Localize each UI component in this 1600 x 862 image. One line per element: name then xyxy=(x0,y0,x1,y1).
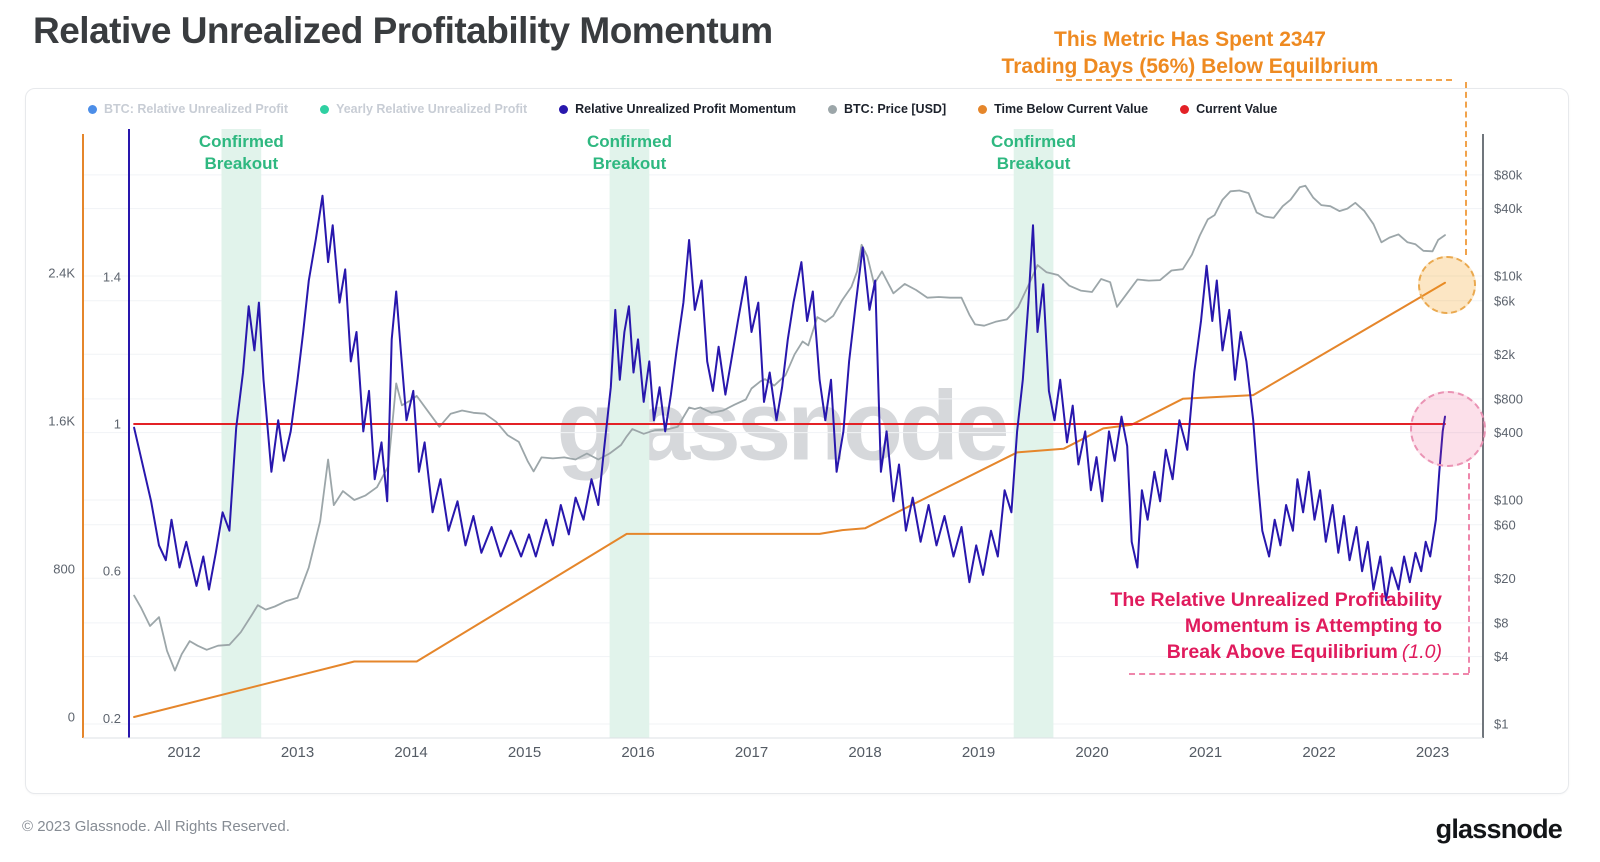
y-tick-price: $1 xyxy=(1494,717,1508,732)
series-line xyxy=(133,194,1446,602)
pink-highlight-circle xyxy=(1410,391,1486,467)
y-tick-price: $40k xyxy=(1494,201,1523,216)
annotation-bottom-right-line3: Break Above Equilibrium (1.0) xyxy=(1166,641,1442,663)
y-tick-price: $8 xyxy=(1494,615,1508,630)
y-tick-price: $60 xyxy=(1494,517,1516,532)
glassnode-logo: glassnode xyxy=(1435,814,1563,844)
legend-item[interactable]: Time Below Current Value xyxy=(978,102,1148,116)
y-tick-price: $4 xyxy=(1494,649,1508,664)
y-tick-price: $400 xyxy=(1494,425,1523,440)
plot-area[interactable]: 0 800 1.6K 2.4K 0.2 0.6 1 1.4 $1 $4 $8 $20 $60 $100 $4… xyxy=(26,89,1568,793)
legend-dot-icon xyxy=(559,104,569,114)
legend-dot-icon xyxy=(320,104,330,114)
x-tick-year: 2017 xyxy=(735,744,768,761)
confirmed-breakout-label: Confirmed Breakout xyxy=(198,132,284,173)
y-tick-momentum: 0.2 xyxy=(103,711,121,726)
legend-label: BTC: Relative Unrealized Profit xyxy=(104,102,289,116)
x-tick-year: 2016 xyxy=(621,744,654,761)
y-tick-price: $80k xyxy=(1494,167,1523,182)
y-tick-price: $10k xyxy=(1494,269,1523,284)
orange-highlight-circle xyxy=(1418,256,1476,314)
y-tick-price: $100 xyxy=(1494,493,1523,508)
x-tick-year: 2020 xyxy=(1075,744,1108,761)
legend-label: BTC: Price [USD] xyxy=(844,102,947,116)
legend-item[interactable]: Relative Unrealized Profit Momentum xyxy=(559,102,796,116)
y-tick-momentum: 1.4 xyxy=(103,269,121,284)
legend-item[interactable]: Current Value xyxy=(1180,102,1277,116)
x-tick-year: 2015 xyxy=(508,744,541,761)
annotation-top-right: This Metric Has Spent 2347 Trading Days … xyxy=(930,26,1450,80)
y-tick-days: 2.4K xyxy=(48,266,75,281)
orange-dashed-underline xyxy=(1056,79,1452,81)
x-tick-year: 2021 xyxy=(1189,744,1222,761)
chart-card: BTC: Relative Unrealized Profit Yearly Re… xyxy=(25,88,1569,794)
y-tick-days: 1.6K xyxy=(48,414,75,429)
y-tick-momentum: 1 xyxy=(114,417,121,432)
legend-dot-icon xyxy=(88,104,97,114)
legend-dot-icon xyxy=(828,104,838,114)
page-title: Relative Unrealized Profitability Moment… xyxy=(33,10,773,51)
annotation-bottom-right-line2: Momentum is Attempting to xyxy=(1184,615,1442,637)
legend-dot-icon xyxy=(1180,104,1190,114)
y-tick-days: 0 xyxy=(68,710,75,725)
confirmed-breakout-label: Confirmed Breakout xyxy=(991,132,1077,173)
y-tick-price: $800 xyxy=(1494,391,1523,406)
pink-dashed-connector xyxy=(1468,463,1470,673)
annotation-bottom-right: The Relative Unrealized Profitability Mo… xyxy=(1012,587,1442,665)
y-tick-days: 800 xyxy=(53,562,75,577)
y-tick-momentum: 0.6 xyxy=(103,564,121,579)
footer-copyright: © 2023 Glassnode. All Rights Reserved. xyxy=(22,818,290,835)
legend-label: Relative Unrealized Profit Momentum xyxy=(575,102,797,116)
annotation-top-right-line2: Trading Days (56%) Below Equilbrium xyxy=(1001,55,1379,78)
x-tick-year: 2022 xyxy=(1302,744,1335,761)
series-line xyxy=(133,184,1446,672)
breakout-band xyxy=(221,129,262,738)
confirmed-breakout-label: Confirmed Breakout xyxy=(586,132,672,173)
y-tick-price: $20 xyxy=(1494,571,1516,586)
y-tick-price: $6k xyxy=(1494,293,1515,308)
legend-dot-icon xyxy=(978,104,988,114)
legend-label: Current Value xyxy=(1196,102,1278,116)
x-tick-year: 2012 xyxy=(167,744,200,761)
annotation-top-right-line1: This Metric Has Spent 2347 xyxy=(1054,28,1326,51)
x-tick-year: 2013 xyxy=(281,744,314,761)
series-line xyxy=(133,281,1446,718)
legend-item[interactable]: BTC: Price [USD] xyxy=(828,102,946,116)
orange-dashed-connector xyxy=(1465,82,1467,255)
x-tick-year: 2018 xyxy=(848,744,881,761)
x-tick-year: 2014 xyxy=(394,744,427,761)
legend-item[interactable]: BTC: Relative Unrealized Profit xyxy=(88,102,288,116)
pink-dashed-underline xyxy=(1129,673,1469,675)
chart-legend: BTC: Relative Unrealized Profit Yearly Re… xyxy=(88,102,1277,116)
y-tick-price: $2k xyxy=(1494,347,1515,362)
legend-label: Time Below Current Value xyxy=(994,102,1149,116)
annotation-bottom-right-line1: The Relative Unrealized Profitability xyxy=(1110,589,1442,611)
x-tick-year: 2019 xyxy=(962,744,995,761)
x-tick-year: 2023 xyxy=(1416,744,1449,761)
legend-item[interactable]: Yearly Relative Unrealized Profit xyxy=(320,102,527,116)
legend-label: Yearly Relative Unrealized Profit xyxy=(336,102,528,116)
